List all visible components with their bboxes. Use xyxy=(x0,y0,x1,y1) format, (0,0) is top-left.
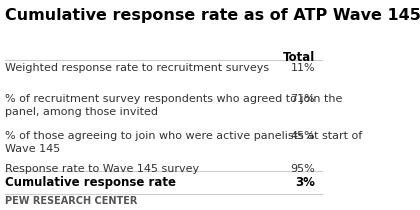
Text: % of those agreeing to join who were active panelists at start of
Wave 145: % of those agreeing to join who were act… xyxy=(5,131,362,154)
Text: % of recruitment survey respondents who agreed to join the
panel, among those in: % of recruitment survey respondents who … xyxy=(5,94,342,117)
Text: Response rate to Wave 145 survey: Response rate to Wave 145 survey xyxy=(5,164,199,174)
Text: 95%: 95% xyxy=(291,164,315,174)
Text: 45%: 45% xyxy=(291,131,315,141)
Text: Total: Total xyxy=(283,51,315,64)
Text: Cumulative response rate as of ATP Wave 145: Cumulative response rate as of ATP Wave … xyxy=(5,8,420,22)
Text: Weighted response rate to recruitment surveys: Weighted response rate to recruitment su… xyxy=(5,63,269,73)
Text: 3%: 3% xyxy=(295,176,315,189)
Text: 71%: 71% xyxy=(291,94,315,104)
Text: 11%: 11% xyxy=(291,63,315,73)
Text: PEW RESEARCH CENTER: PEW RESEARCH CENTER xyxy=(5,196,137,206)
Text: Cumulative response rate: Cumulative response rate xyxy=(5,176,176,189)
